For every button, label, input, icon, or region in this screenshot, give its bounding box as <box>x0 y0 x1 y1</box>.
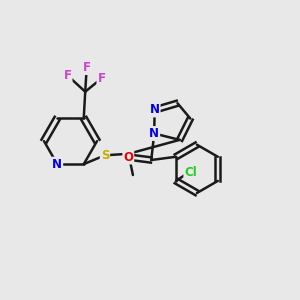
Text: F: F <box>64 69 72 82</box>
Text: F: F <box>83 61 91 74</box>
Text: N: N <box>150 103 160 116</box>
Text: Cl: Cl <box>184 166 197 178</box>
Text: F: F <box>98 72 105 85</box>
Text: N: N <box>52 158 62 171</box>
Text: S: S <box>101 149 109 162</box>
Text: N: N <box>149 127 159 140</box>
Text: O: O <box>123 151 133 164</box>
